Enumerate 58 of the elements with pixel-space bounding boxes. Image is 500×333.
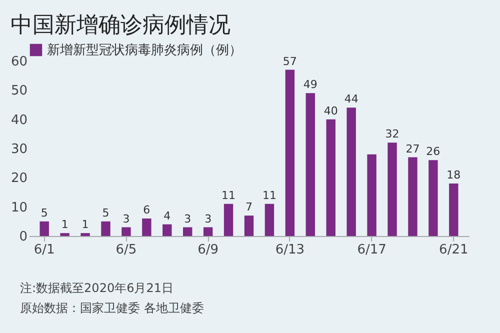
text: 18	[446, 168, 461, 182]
text: 5	[102, 206, 110, 220]
y-tick-label: 40	[10, 112, 28, 128]
text: 11	[222, 188, 236, 202]
bar	[203, 227, 213, 236]
legend-label: 新增新型冠状病毒肺炎病例（例）	[47, 43, 242, 58]
x-tick-label: 6/9	[198, 242, 219, 258]
bar	[264, 204, 274, 236]
x-tick-label: 6/5	[116, 242, 137, 258]
bar	[346, 108, 356, 236]
y-tick-label: 0	[19, 230, 28, 244]
bar	[244, 216, 254, 236]
text: 7	[246, 200, 252, 214]
bar	[285, 70, 295, 236]
text: 11	[262, 188, 276, 202]
bar	[162, 224, 172, 236]
bar	[428, 160, 438, 236]
bar	[40, 221, 49, 236]
bar	[122, 227, 131, 236]
text: 57	[282, 54, 297, 68]
y-tick-label: 60	[10, 54, 28, 70]
text: 32	[385, 128, 400, 141]
text: 44	[344, 92, 358, 106]
text: 26	[426, 145, 440, 158]
text: 27	[406, 142, 420, 156]
text: 4	[164, 209, 171, 222]
text: 3	[184, 212, 192, 226]
bar	[142, 218, 152, 236]
x-tick-label: 6/21	[439, 242, 468, 258]
bar	[326, 119, 336, 236]
y-tick-label: 30	[10, 142, 28, 157]
bar	[449, 184, 458, 236]
text: 注:数据截至2020年6月21日	[20, 280, 174, 297]
x-tick-label: 6/13	[275, 242, 305, 258]
bar	[408, 157, 418, 236]
bar	[101, 221, 110, 236]
text: 原始数据：国家卫健委 各地卫健委	[20, 300, 205, 317]
text: 3	[122, 212, 130, 226]
x-tick-label: 6/17	[357, 242, 386, 258]
text: 49	[303, 78, 318, 92]
text: 3	[204, 212, 212, 226]
y-tick-label: 50	[10, 84, 28, 99]
text: 1	[61, 218, 68, 232]
bar	[60, 233, 70, 236]
bar	[388, 142, 397, 236]
bar	[224, 204, 234, 236]
y-tick-label: 10	[10, 200, 28, 216]
text: 40	[324, 104, 338, 118]
text: 1	[82, 218, 89, 232]
x-tick-label: 6/1	[34, 242, 55, 258]
chart-title: 中国新增确诊病例情况	[10, 13, 230, 38]
bar	[80, 233, 90, 236]
text: 6	[143, 204, 150, 216]
bar	[367, 154, 376, 236]
bar	[183, 227, 192, 236]
y-tick-label: 20	[10, 171, 28, 186]
bar	[306, 93, 315, 236]
text: 5	[40, 206, 48, 220]
